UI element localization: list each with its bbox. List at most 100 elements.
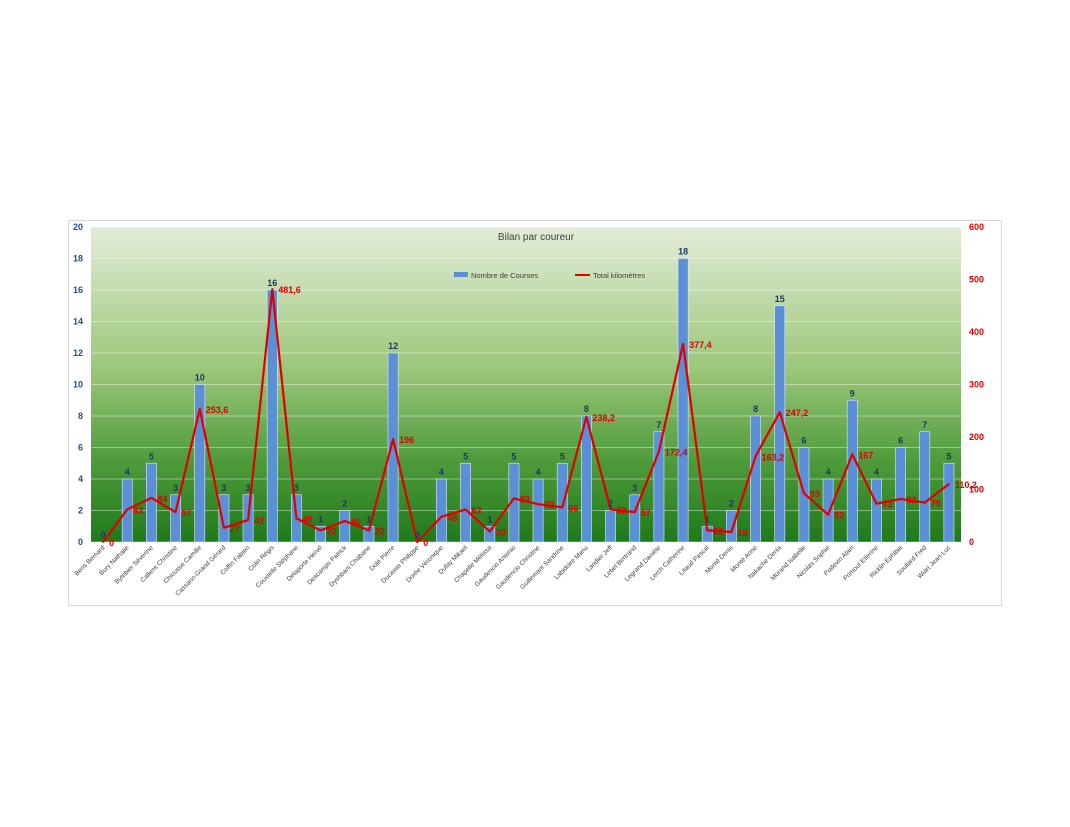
bar bbox=[339, 510, 351, 543]
line-value-label: 66 bbox=[568, 503, 578, 513]
line-point bbox=[706, 529, 709, 532]
left-tick-label: 8 bbox=[78, 411, 83, 421]
line-value-label: 22 bbox=[327, 526, 337, 536]
line-value-label: 72 bbox=[544, 500, 554, 510]
right-tick-label: 300 bbox=[969, 380, 984, 390]
bar bbox=[218, 494, 230, 543]
bar bbox=[436, 478, 447, 543]
left-tick-label: 0 bbox=[78, 537, 83, 547]
bar-value-label: 7 bbox=[922, 420, 927, 430]
line-value-label: 0 bbox=[423, 538, 428, 548]
bar bbox=[315, 525, 326, 543]
line-point bbox=[778, 411, 781, 414]
bar-value-label: 4 bbox=[826, 467, 831, 477]
bar-value-label: 5 bbox=[560, 451, 565, 461]
line-point bbox=[561, 506, 564, 509]
bar-value-label: 1 bbox=[318, 514, 323, 524]
right-axis: 0 100 200 300 400 500 600 bbox=[969, 222, 984, 547]
line-point bbox=[174, 511, 177, 513]
category-label: Gaudencio Christine bbox=[495, 544, 542, 591]
bar-value-label: 1 bbox=[366, 514, 371, 524]
bar-value-label: 3 bbox=[173, 483, 178, 493]
line-value-label: 253,6 bbox=[206, 405, 229, 415]
line-total-km bbox=[102, 288, 950, 544]
line-value-label: 42 bbox=[254, 516, 264, 526]
bar-value-label: 12 bbox=[388, 341, 398, 351]
line-value-label: 172,4 bbox=[665, 447, 688, 457]
bar-value-label: 5 bbox=[946, 451, 951, 461]
line-point bbox=[343, 520, 346, 522]
line-value-label: 22 bbox=[375, 526, 385, 536]
category-label: Guillemant Sandrine bbox=[519, 544, 566, 591]
bar bbox=[387, 352, 399, 543]
bar-value-label: 4 bbox=[125, 467, 130, 477]
line-point bbox=[126, 508, 129, 511]
line-point bbox=[875, 502, 878, 505]
right-tick-label: 100 bbox=[969, 485, 984, 495]
bar bbox=[774, 305, 786, 543]
line-point bbox=[440, 515, 443, 518]
line-value-label: 0 bbox=[109, 538, 114, 548]
right-tick-label: 600 bbox=[969, 222, 984, 232]
bar bbox=[194, 384, 206, 543]
bar-value-label: 18 bbox=[678, 247, 688, 257]
line-point bbox=[223, 526, 225, 529]
line-point bbox=[609, 508, 612, 511]
chart-title: Bilan par coureur bbox=[498, 232, 575, 243]
line-value-label: 52 bbox=[834, 511, 844, 521]
line-point bbox=[392, 438, 394, 440]
legend-label-line: Total kilomètres bbox=[593, 271, 645, 280]
bar-value-label: 3 bbox=[221, 483, 226, 493]
left-tick-label: 12 bbox=[73, 348, 83, 358]
line-value-label: 481,6 bbox=[278, 285, 301, 295]
line-value-labels: 0628457253,62742481,64522402219604862208… bbox=[109, 285, 977, 548]
bar bbox=[460, 462, 471, 543]
bar-value-label: 15 bbox=[775, 294, 785, 304]
bar bbox=[556, 462, 568, 543]
bar-value-label: 3 bbox=[632, 483, 637, 493]
line-value-label: 22 bbox=[713, 526, 723, 536]
line-value-label: 45 bbox=[302, 514, 312, 524]
line-point bbox=[682, 342, 684, 345]
left-tick-label: 20 bbox=[73, 222, 83, 232]
line-point bbox=[488, 530, 491, 533]
bar-value-label: 2 bbox=[608, 499, 613, 509]
line-value-label: 57 bbox=[641, 508, 651, 518]
line-point bbox=[247, 519, 249, 521]
line-point bbox=[803, 492, 805, 495]
left-tick-label: 6 bbox=[78, 443, 83, 453]
line-point bbox=[198, 407, 201, 410]
line-value-label: 20 bbox=[496, 528, 506, 538]
left-tick-label: 14 bbox=[73, 317, 83, 327]
bar bbox=[653, 431, 665, 543]
bar-value-label: 10 bbox=[195, 373, 205, 383]
line-series bbox=[102, 288, 950, 544]
line-value-label: 377,4 bbox=[689, 340, 712, 350]
bar-value-label: 8 bbox=[753, 404, 758, 414]
bar bbox=[798, 447, 810, 543]
category-label: Dyshbani Chabane bbox=[328, 544, 372, 588]
left-tick-label: 16 bbox=[73, 285, 83, 295]
line-point bbox=[827, 513, 829, 516]
line-value-label: 93 bbox=[810, 489, 820, 499]
line-point bbox=[851, 453, 854, 456]
bar bbox=[508, 462, 520, 543]
bar bbox=[605, 510, 616, 543]
line-value-label: 163,2 bbox=[762, 452, 785, 462]
line-value-label: 110,2 bbox=[955, 480, 977, 490]
bar-value-label: 1 bbox=[705, 514, 710, 524]
right-tick-label: 500 bbox=[969, 275, 984, 285]
right-tick-label: 0 bbox=[969, 537, 974, 547]
line-point bbox=[730, 531, 733, 533]
line-point bbox=[416, 541, 419, 543]
bar bbox=[677, 258, 689, 543]
bar-value-label: 4 bbox=[439, 467, 444, 477]
line-value-label: 48 bbox=[447, 513, 457, 523]
bar-value-label: 4 bbox=[874, 467, 879, 477]
line-value-label: 73 bbox=[882, 500, 892, 510]
line-point bbox=[658, 450, 660, 453]
bar bbox=[726, 510, 737, 543]
